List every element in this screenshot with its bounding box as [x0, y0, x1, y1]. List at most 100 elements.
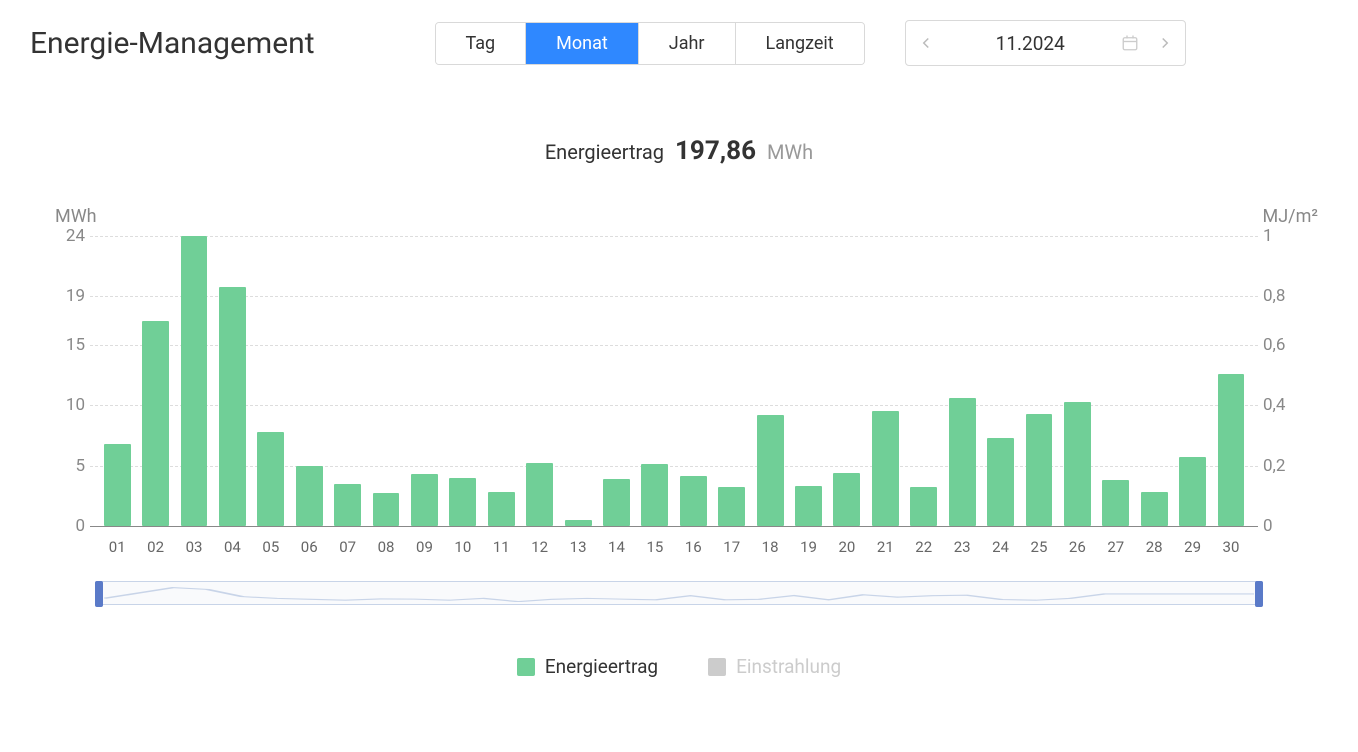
bar[interactable] — [373, 493, 400, 526]
bar-slot — [213, 236, 251, 526]
bar[interactable] — [449, 478, 476, 526]
bar[interactable] — [411, 474, 438, 526]
bar-slot — [713, 236, 751, 526]
bar-slot — [559, 236, 597, 526]
date-value[interactable]: 11.2024 — [946, 32, 1115, 55]
y-tick-left: 24 — [50, 226, 85, 246]
date-prev-button[interactable] — [906, 21, 946, 65]
bar[interactable] — [104, 444, 131, 526]
tab-langzeit[interactable]: Langzeit — [736, 23, 864, 64]
range-slider[interactable] — [95, 581, 1263, 605]
x-axis-labels: 0102030405060708091011121314151617181920… — [90, 538, 1258, 556]
range-handle-right[interactable] — [1255, 581, 1263, 607]
y-tick-left: 10 — [50, 395, 85, 415]
y-tick-left: 19 — [50, 286, 85, 306]
x-label: 10 — [444, 538, 482, 556]
tab-tag[interactable]: Tag — [436, 23, 527, 64]
x-label: 26 — [1058, 538, 1096, 556]
x-label: 20 — [828, 538, 866, 556]
x-label: 15 — [636, 538, 674, 556]
bar[interactable] — [795, 486, 822, 526]
bar-slot — [482, 236, 520, 526]
x-label: 27 — [1097, 538, 1135, 556]
page-title: Energie-Management — [30, 26, 315, 61]
x-label: 09 — [405, 538, 443, 556]
bar-slot — [981, 236, 1019, 526]
x-label: 02 — [136, 538, 174, 556]
x-label: 12 — [520, 538, 558, 556]
x-label: 04 — [213, 538, 251, 556]
bar[interactable] — [334, 484, 361, 526]
bars-container — [90, 236, 1258, 526]
date-next-button[interactable] — [1145, 21, 1185, 65]
bar-slot — [98, 236, 136, 526]
tab-monat[interactable]: Monat — [526, 23, 639, 64]
y-tick-right: 0,6 — [1263, 335, 1308, 355]
bar-slot — [597, 236, 635, 526]
bar-slot — [1097, 236, 1135, 526]
energy-chart: MWh MJ/m² 051015192400,20,40,60,81 01020… — [30, 216, 1328, 556]
y-tick-left: 0 — [50, 516, 85, 536]
bar[interactable] — [641, 464, 668, 526]
tab-jahr[interactable]: Jahr — [639, 23, 736, 64]
bar-slot — [405, 236, 443, 526]
bar[interactable] — [565, 520, 592, 526]
bar-slot — [674, 236, 712, 526]
legend-item-energieertrag[interactable]: Energieertrag — [517, 655, 658, 678]
bar[interactable] — [257, 432, 284, 526]
x-label: 21 — [866, 538, 904, 556]
y-tick-right: 0 — [1263, 516, 1308, 536]
bar[interactable] — [1102, 480, 1129, 526]
bar[interactable] — [296, 466, 323, 526]
bar-slot — [789, 236, 827, 526]
bar[interactable] — [718, 487, 745, 526]
bar[interactable] — [757, 415, 784, 526]
bar-slot — [1058, 236, 1096, 526]
x-label: 22 — [905, 538, 943, 556]
bar[interactable] — [1064, 402, 1091, 526]
bar[interactable] — [1179, 457, 1206, 526]
x-label: 01 — [98, 538, 136, 556]
bar[interactable] — [987, 438, 1014, 526]
bar[interactable] — [181, 236, 208, 526]
bar[interactable] — [949, 398, 976, 526]
x-label: 25 — [1020, 538, 1058, 556]
bar[interactable] — [1218, 374, 1245, 526]
bar-slot — [1173, 236, 1211, 526]
date-picker: 11.2024 — [905, 20, 1186, 66]
bar-slot — [866, 236, 904, 526]
calendar-icon[interactable] — [1115, 34, 1145, 52]
x-label: 24 — [981, 538, 1019, 556]
grid-line — [90, 526, 1258, 527]
x-label: 29 — [1173, 538, 1211, 556]
range-handle-left[interactable] — [95, 581, 103, 607]
bar[interactable] — [1026, 414, 1053, 526]
summary-line: Energieertrag 197,86 MWh — [30, 136, 1328, 166]
bar[interactable] — [680, 476, 707, 526]
bar[interactable] — [833, 473, 860, 526]
legend-item-einstrahlung[interactable]: Einstrahlung — [708, 655, 841, 678]
bar[interactable] — [526, 463, 553, 526]
bar[interactable] — [910, 487, 937, 526]
bar-slot — [252, 236, 290, 526]
chart-plot-area: 051015192400,20,40,60,81 — [90, 236, 1258, 526]
legend-swatch — [708, 658, 726, 676]
bar[interactable] — [872, 411, 899, 526]
chart-legend: Energieertrag Einstrahlung — [30, 655, 1328, 678]
bar[interactable] — [603, 479, 630, 526]
bar-slot — [136, 236, 174, 526]
bar-slot — [520, 236, 558, 526]
summary-value: 197,86 — [675, 136, 756, 166]
x-label: 11 — [482, 538, 520, 556]
bar[interactable] — [488, 492, 515, 526]
x-label: 08 — [367, 538, 405, 556]
y-tick-right: 1 — [1263, 226, 1308, 246]
x-label: 19 — [789, 538, 827, 556]
bar-slot — [1135, 236, 1173, 526]
bar-slot — [1212, 236, 1250, 526]
y-tick-right: 0,4 — [1263, 395, 1308, 415]
bar[interactable] — [219, 287, 246, 526]
x-label: 14 — [597, 538, 635, 556]
bar[interactable] — [142, 321, 169, 526]
bar[interactable] — [1141, 492, 1168, 526]
